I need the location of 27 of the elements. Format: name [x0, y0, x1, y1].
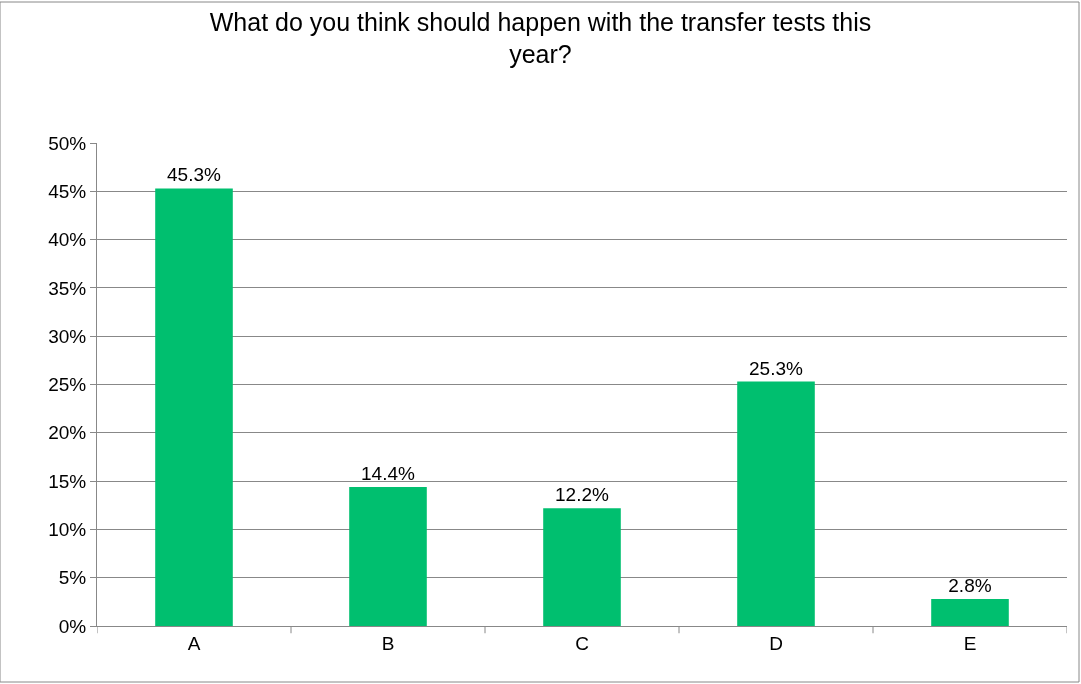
y-tick-label: 0% [58, 615, 87, 637]
y-tick-label: 10% [48, 519, 87, 541]
y-tick-label: 20% [48, 422, 87, 444]
data-label: 14.4% [361, 462, 415, 484]
x-tick-label: E [963, 632, 977, 654]
data-label: 2.8% [948, 574, 992, 596]
x-tick-label: A [187, 632, 201, 654]
bar [543, 508, 621, 626]
y-tick-label: 40% [48, 229, 87, 251]
y-tick-label: 35% [48, 277, 87, 299]
y-tick-label: 25% [48, 374, 87, 396]
y-tick-label: 30% [48, 325, 87, 347]
y-tick-label: 15% [48, 470, 87, 492]
y-tick-label: 5% [58, 567, 87, 589]
bar [349, 486, 427, 626]
bar [737, 381, 815, 626]
data-label: 45.3% [167, 164, 221, 186]
y-tick-label: 50% [48, 132, 87, 154]
x-tick-label: C [575, 632, 589, 654]
data-label: 25.3% [749, 357, 803, 379]
x-tick-label: D [769, 632, 783, 654]
bar [931, 598, 1009, 626]
data-label: 12.2% [555, 484, 609, 506]
bar [155, 188, 233, 626]
y-tick-label: 45% [48, 180, 87, 202]
x-tick-label: B [381, 632, 395, 654]
chart-title: What do you think should happen with the transfer tests this year? [209, 7, 872, 69]
